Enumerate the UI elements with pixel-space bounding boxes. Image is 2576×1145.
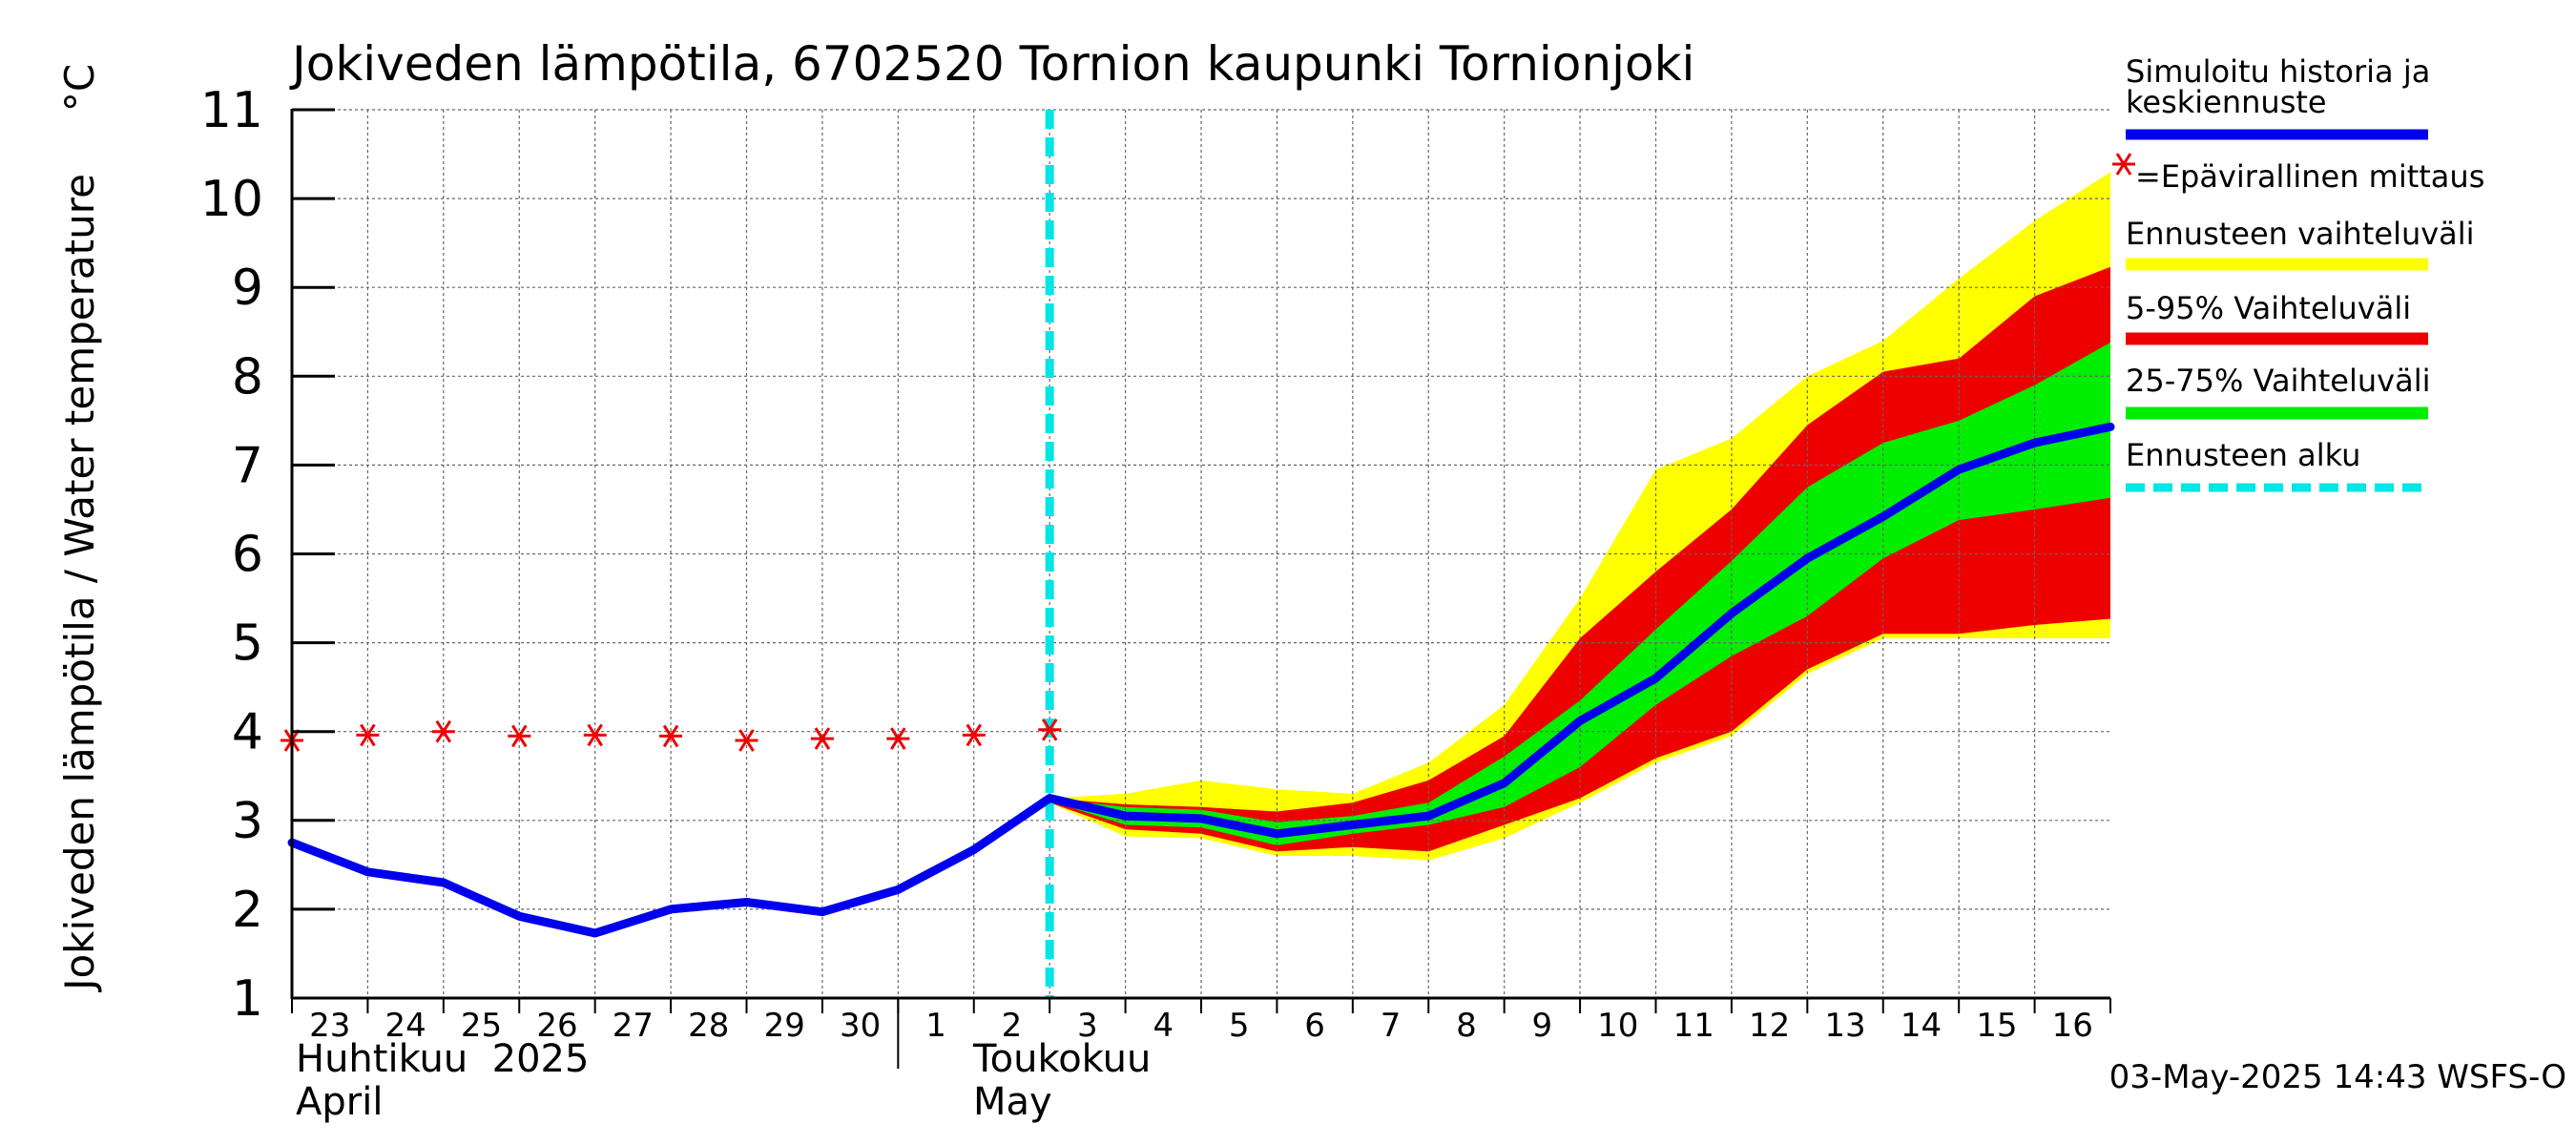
x-tick-label: 10 <box>1597 1007 1638 1045</box>
y-tick-label: 4 <box>232 704 263 761</box>
measurement-point-stroke <box>662 724 679 748</box>
x-tick-label: 13 <box>1824 1007 1865 1045</box>
month-label-april-fi: Huhtikuu 2025 <box>296 1037 589 1081</box>
band-25-75 <box>1049 342 2110 845</box>
x-tick-label: 5 <box>1229 1007 1250 1045</box>
month-label-may-fi: Toukokuu <box>972 1037 1151 1081</box>
y-axis-unit: °C <box>56 64 103 112</box>
x-tick-label: 9 <box>1532 1007 1553 1045</box>
legend-forecast-start-label: Ennusteen alku <box>2126 437 2360 473</box>
measurement-point-stroke <box>360 723 376 747</box>
measurement-point-stroke <box>738 729 755 752</box>
measurement-point-stroke <box>1041 718 1058 741</box>
chart-title: Jokiveden lämpötila, 6702520 Tornion kau… <box>289 36 1694 92</box>
legend: Simuloitu historia ja keskiennuste =Epäv… <box>2112 53 2484 492</box>
measurement-point-stroke <box>587 723 603 747</box>
series-group <box>280 422 2115 938</box>
y-tick-label: 9 <box>232 260 263 317</box>
legend-simulated-line2: keskiennuste <box>2126 84 2327 120</box>
measurement-point-stroke <box>890 727 906 750</box>
x-tick-label: 4 <box>1153 1007 1174 1045</box>
y-axis-label: Jokiveden lämpötila / Water temperature <box>56 174 103 993</box>
band-5-95 <box>1049 266 2110 852</box>
x-tick-label: 15 <box>1976 1007 2017 1045</box>
month-label-may-en: May <box>973 1080 1052 1124</box>
measurement-point <box>962 723 986 747</box>
x-tick-label: 14 <box>1901 1007 1942 1045</box>
x-tick-label: 27 <box>613 1007 654 1045</box>
measurement-point <box>431 719 455 743</box>
measurement-point <box>583 723 607 747</box>
legend-range-25-75-label: 25-75% Vaihteluväli <box>2126 363 2430 399</box>
x-tick-label: 11 <box>1673 1007 1714 1045</box>
y-tick-label: 3 <box>232 793 263 850</box>
x-tick-label: 12 <box>1749 1007 1790 1045</box>
legend-forecast-range-label: Ennusteen vaihteluväli <box>2126 216 2475 252</box>
x-tick-label: 7 <box>1381 1007 1402 1045</box>
grid-lines <box>292 109 2110 998</box>
x-tick-label: 2 <box>1002 1007 1023 1045</box>
x-tick-label: 30 <box>840 1007 881 1045</box>
measurement-point-stroke <box>814 727 831 750</box>
legend-range-5-95-label: 5-95% Vaihteluväli <box>2126 290 2411 326</box>
measurement-point-stroke <box>511 724 528 748</box>
x-tick-label: 8 <box>1456 1007 1477 1045</box>
x-tick-label: 24 <box>384 1007 426 1045</box>
x-tick-label: 28 <box>688 1007 729 1045</box>
measurement-point <box>1038 718 1062 741</box>
series-simulated-line <box>287 422 2115 938</box>
x-tick-label: 23 <box>309 1007 350 1045</box>
y-tick-label: 8 <box>232 348 263 406</box>
x-tick-label: 29 <box>764 1007 805 1045</box>
measurement-point-stroke <box>966 723 983 747</box>
measurement-point <box>508 724 531 748</box>
y-tick-label: 1 <box>232 970 263 1028</box>
x-tick-label: 16 <box>2052 1007 2093 1045</box>
x-tick-label: 6 <box>1304 1007 1325 1045</box>
y-tick-label: 2 <box>232 882 263 939</box>
legend-measurement-marker <box>2112 153 2135 176</box>
measurement-point-stroke <box>435 719 452 743</box>
timestamp: 03-May-2025 14:43 WSFS-O <box>2109 1058 2566 1096</box>
y-tick-label: 6 <box>232 527 263 584</box>
x-tick-label: 26 <box>536 1007 577 1045</box>
y-tick-label: 5 <box>232 615 263 673</box>
y-tick-label: 7 <box>232 437 263 494</box>
measurement-point <box>659 724 683 748</box>
measurement-point <box>356 723 380 747</box>
measurement-point <box>810 727 834 750</box>
legend-measurement-label: =Epävirallinen mittaus <box>2135 158 2484 195</box>
legend-simulated-line1: Simuloitu historia ja <box>2126 53 2430 90</box>
y-tick-label: 11 <box>200 82 263 139</box>
x-tick-label: 25 <box>461 1007 502 1045</box>
x-tick-label: 1 <box>925 1007 946 1045</box>
measurement-point <box>735 729 758 752</box>
x-tick-label: 3 <box>1077 1007 1098 1045</box>
month-label-april-en: April <box>296 1080 383 1124</box>
y-tick-label: 10 <box>200 171 263 228</box>
measurement-point <box>886 727 910 750</box>
